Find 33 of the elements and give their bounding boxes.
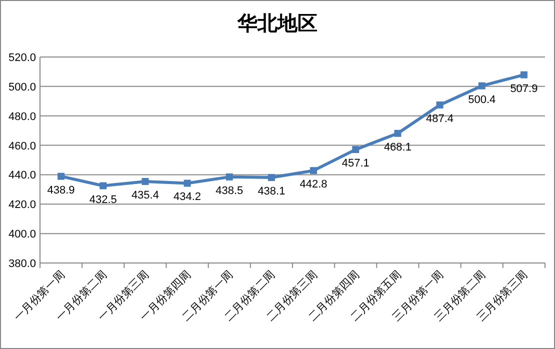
data-label: 435.4 (131, 189, 159, 202)
point (226, 173, 233, 180)
point (142, 178, 149, 185)
data-label: 468.1 (384, 141, 412, 154)
data-label: 438.5 (216, 184, 244, 197)
data-label: 442.8 (300, 178, 328, 191)
y-tick-label: 500.0 (8, 81, 36, 94)
data-label: 507.9 (510, 82, 538, 95)
y-tick-label: 440.0 (8, 170, 36, 182)
point (100, 182, 107, 190)
y-tick-label: 480.0 (8, 110, 36, 123)
data-label: 457.1 (342, 158, 370, 170)
y-tick-label: 400.0 (8, 228, 36, 241)
point (520, 71, 528, 78)
y-tick-label: 420.0 (8, 199, 36, 212)
point (478, 82, 486, 90)
y-tick-label: 380.0 (8, 258, 36, 270)
data-label: 487.4 (426, 112, 454, 125)
point (184, 180, 191, 187)
y-tick-label: 520.0 (8, 52, 36, 64)
data-label: 500.4 (468, 94, 496, 106)
point (58, 172, 65, 180)
data-label: 438.9 (47, 184, 75, 196)
chart-title: 华北地区 (236, 13, 318, 35)
point (310, 167, 318, 174)
data-label: 432.5 (89, 194, 117, 206)
data-label: 438.1 (258, 186, 286, 198)
point (268, 174, 275, 182)
data-label: 434.2 (174, 191, 202, 204)
point (352, 146, 360, 154)
y-tick-label: 460.0 (8, 140, 36, 152)
point (436, 101, 444, 108)
point (394, 130, 402, 137)
